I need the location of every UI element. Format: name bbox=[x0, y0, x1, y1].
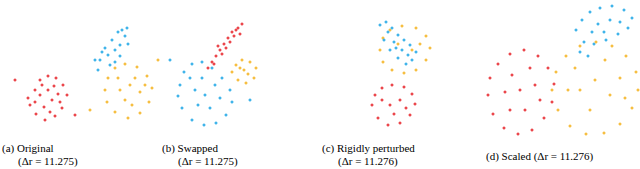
svg-text:(c) Rigidly perturbed: (c) Rigidly perturbed bbox=[322, 142, 415, 155]
svg-text:(Δr = 11.275): (Δr = 11.275) bbox=[178, 155, 238, 168]
svg-text:(Δr = 11.276): (Δr = 11.276) bbox=[338, 155, 398, 168]
svg-text:(a) Original: (a) Original bbox=[2, 142, 54, 155]
svg-text:(d) Scaled (Δr = 11.276): (d) Scaled (Δr = 11.276) bbox=[486, 150, 594, 163]
svg-text:(b) Swapped: (b) Swapped bbox=[162, 142, 218, 155]
svg-text:(Δr = 11.275): (Δr = 11.275) bbox=[18, 155, 78, 168]
